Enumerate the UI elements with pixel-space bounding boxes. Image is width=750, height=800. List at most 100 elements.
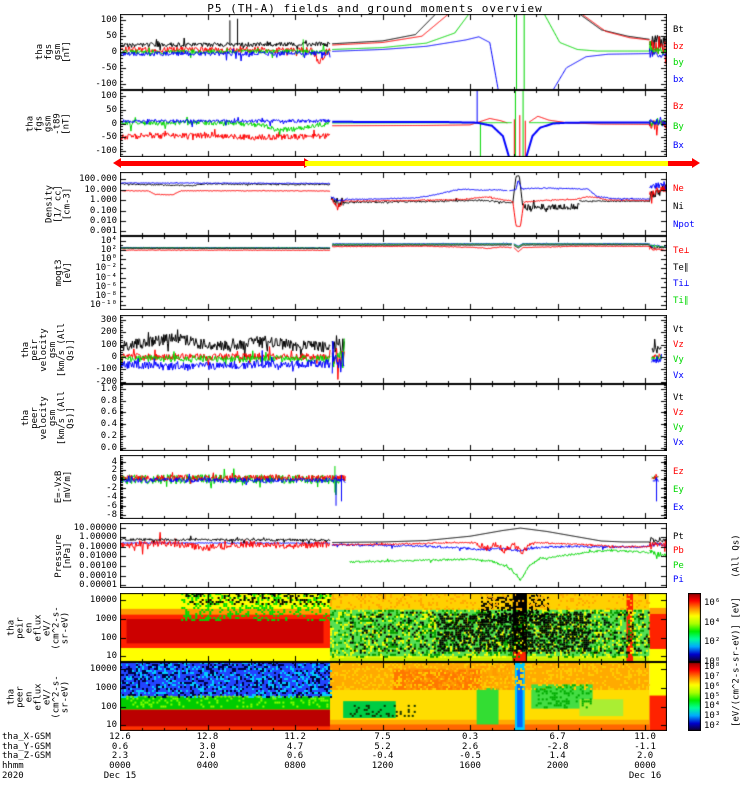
ylabel-p8: Pressure [nPa]	[54, 533, 73, 578]
plot-canvas-s1	[120, 593, 667, 662]
ytick-label-p5: 0	[111, 351, 117, 362]
ytick-label-s2: 10000	[89, 664, 117, 675]
colorbar-tick: 10⁵	[704, 691, 721, 702]
orbit-bar-segment	[668, 161, 694, 166]
xtick-hhmm: 2000	[546, 761, 569, 771]
ytick-label-p8: 0.01000	[79, 551, 117, 562]
ytick-label-p3: 1.000	[89, 195, 117, 206]
ylabel-p6: tha peer velocity gsm [km/s (All Qs)]	[21, 390, 76, 445]
ylabel-p7: E=-VxB [mV/m]	[54, 470, 73, 504]
xtick-y: 3.0	[199, 742, 216, 752]
legend-Ey: Ey	[673, 485, 684, 495]
pressure-allqs-label: (All Qs)	[731, 534, 742, 578]
ytick-label-p6: 1.0	[100, 383, 117, 394]
plot-canvas-p7	[120, 455, 667, 519]
ytick-label-p4: 10⁻⁶	[95, 281, 117, 292]
axis-row-label-: 2020	[2, 771, 24, 781]
ytick-label-p1: 50	[106, 31, 117, 42]
xtick-date: Dec 15	[103, 771, 137, 781]
colorbar-s1	[688, 593, 701, 662]
xtick-y: 5.2	[374, 742, 391, 752]
legend-Ti: Ti⊥	[673, 279, 690, 290]
xtick-hhmm: 1200	[371, 761, 394, 771]
axis-row-label-thaYGSM: tha_Y-GSM	[2, 742, 51, 752]
ytick-label-s2: 100	[100, 701, 117, 712]
plot-canvas-p3	[120, 172, 667, 236]
xtick-z: -0.5	[459, 751, 481, 761]
ytick-label-p6: 0.8	[100, 395, 117, 406]
xtick-z: 2.0	[636, 751, 654, 761]
plot-canvas-p6	[120, 384, 667, 451]
ytick-label-p4: 10⁻²	[95, 263, 117, 274]
legend-bz: bz	[673, 41, 684, 52]
legend-Pe: Pe	[673, 560, 684, 571]
ytick-label-s1: 1000	[95, 614, 117, 625]
page-title: P5 (TH-A) fields and ground moments over…	[207, 2, 543, 15]
plot-canvas-p8	[120, 523, 667, 588]
xtick-hhmm: 0000	[109, 761, 131, 771]
colorbar-tick: 10²	[704, 721, 721, 732]
plot-canvas-p5	[120, 315, 667, 384]
ytick-label-p2: 50	[106, 104, 117, 115]
legend-Vz: Vz	[673, 408, 684, 419]
legend-Vy: Vy	[673, 422, 684, 433]
legend-Ti: Ti∥	[673, 295, 689, 306]
ylabel-p1: tha fgs gsm [nT]	[35, 41, 72, 63]
ytick-label-p3: 10.000	[84, 184, 117, 195]
ytick-label-p8: 1.00000	[79, 532, 117, 543]
ytick-label-p5: 200	[100, 327, 117, 338]
legend-Npot: Npot	[673, 220, 695, 231]
xtick-y: 4.7	[286, 742, 304, 752]
ytick-label-p8: 10.00000	[73, 522, 117, 533]
plot-canvas-p1	[120, 14, 667, 90]
xtick-hhmm: 1600	[459, 761, 481, 771]
xtick-y: -2.8	[546, 742, 569, 752]
legend-By: By	[673, 121, 684, 132]
ytick-label-p3: 0.010	[89, 215, 117, 226]
ytick-label-p8: 0.10000	[79, 541, 117, 552]
ytick-label-p7: 0	[111, 474, 117, 485]
colorbar-tick: 10²	[704, 637, 721, 648]
ytick-label-p3: 0.001	[89, 226, 117, 237]
legend-Ne: Ne	[673, 183, 684, 194]
xtick-y: 2.6	[461, 742, 479, 752]
ytick-label-p7: -2	[106, 483, 117, 494]
orbit-bar-segment	[120, 161, 305, 166]
colorbar-tick: 10⁷	[704, 671, 721, 682]
ytick-label-p6: 0.0	[100, 443, 117, 454]
ytick-label-s2: 10	[106, 720, 117, 731]
ytick-label-p3: 0.100	[89, 205, 117, 216]
ytick-label-p7: 4	[111, 456, 117, 467]
xtick-x: 7.5	[374, 732, 391, 742]
ytick-label-p5: -100	[95, 364, 117, 375]
xtick-z: 0.6	[286, 751, 304, 761]
ylabel-p2: tha fgs gsm -t89 [nT]	[25, 112, 72, 135]
ytick-label-p5: 100	[100, 339, 117, 350]
xtick-hhmm: 0400	[196, 761, 219, 771]
ytick-label-p2: -100	[95, 146, 117, 157]
xtick-z: 2.0	[199, 751, 216, 761]
colorbar-unit-label: [eV/(cm^2-s-sr-eV)] [eV]	[731, 596, 742, 728]
xtick-x: 12.8	[196, 732, 219, 742]
axis-row-label-hhmm: hhmm	[2, 761, 24, 771]
ytick-label-p4: 10⁻⁴	[95, 272, 117, 283]
legend-Bz: Bz	[673, 102, 684, 113]
orbit-bar-segment	[304, 161, 669, 166]
colorbar-tick: 10⁶	[704, 681, 721, 692]
legend-Te: Te⊥	[673, 246, 690, 257]
legend-Ex: Ex	[673, 503, 684, 514]
legend-Ni: Ni	[673, 202, 684, 212]
orbit-bar-arrow	[113, 158, 121, 168]
ylabel-p3: Density [1/ cc] [cm-3]	[44, 185, 73, 223]
xtick-z: -0.4	[371, 751, 394, 761]
axis-row-label-thaXGSM: tha_X-GSM	[2, 732, 51, 742]
orbit-bar-arrow	[692, 158, 701, 168]
ytick-label-p7: -6	[106, 500, 117, 511]
ytick-label-p6: 0.6	[100, 407, 117, 418]
legend-Pb: Pb	[673, 546, 684, 557]
ylabel-p5: tha peir velocity gsm [km/s (All Qs)]	[21, 322, 76, 377]
axis-row-label-thaZGSM: tha_Z-GSM	[2, 751, 51, 761]
ytick-label-p8: 0.00001	[79, 580, 117, 591]
xtick-hhmm: 0000	[634, 761, 656, 771]
legend-Vx: Vx	[673, 437, 684, 448]
